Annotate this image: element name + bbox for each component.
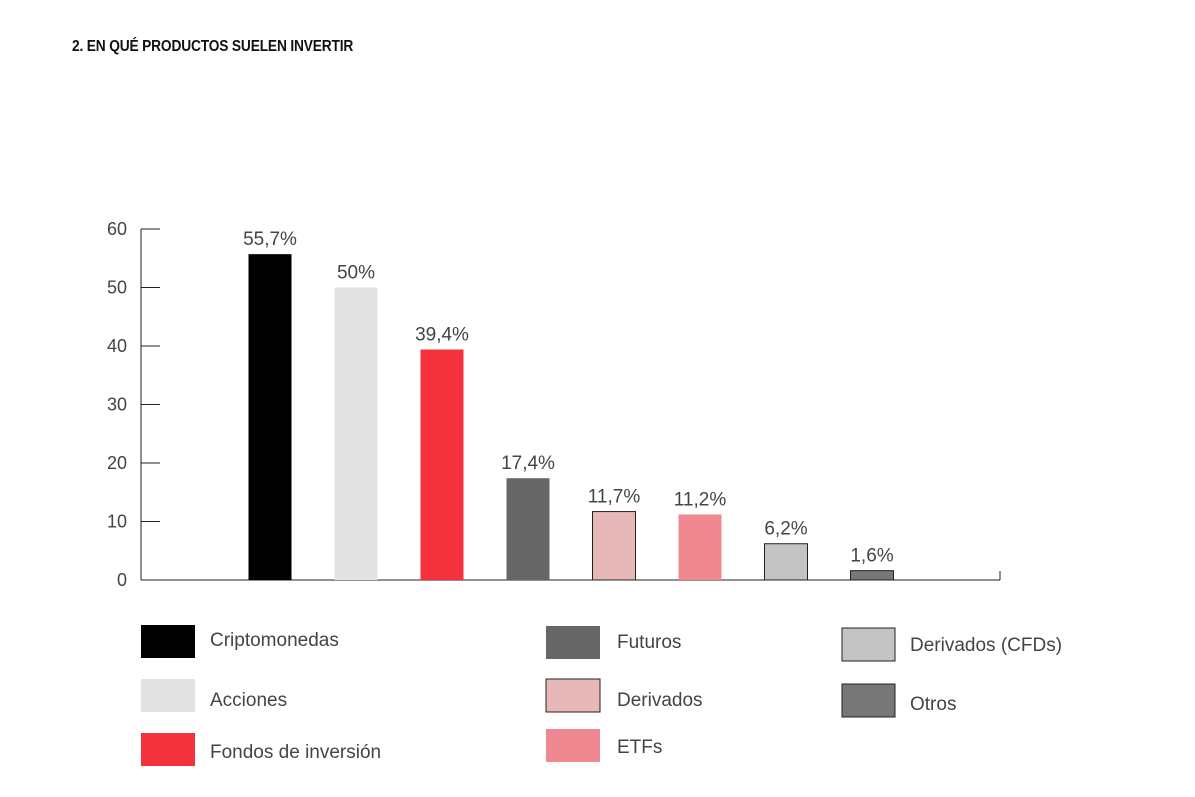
y-tick-label: 30 xyxy=(107,395,127,415)
data-label: 55,7% xyxy=(243,229,297,250)
legend-swatch xyxy=(546,626,600,659)
legend-swatch xyxy=(546,729,600,762)
data-label: 1,6% xyxy=(850,546,893,567)
y-tick-label: 60 xyxy=(107,219,127,239)
bar-criptomonedas xyxy=(248,254,292,580)
bar-etfs xyxy=(678,514,722,580)
legend-label: Derivados xyxy=(617,690,703,711)
data-label: 11,7% xyxy=(588,487,641,508)
page-title: 2. EN QUÉ PRODUCTOS SUELEN INVERTIR xyxy=(72,38,354,55)
legend-label: Futuros xyxy=(617,632,681,653)
legend-swatch xyxy=(141,625,195,658)
bar-fondos-de-inversi-n xyxy=(420,349,464,580)
bar-derivados-cfds xyxy=(764,543,808,581)
bar-futuros xyxy=(506,478,550,580)
data-label: 11,2% xyxy=(674,489,727,510)
legend-swatch xyxy=(841,683,896,718)
legend-label: Derivados (CFDs) xyxy=(910,635,1062,656)
bar-acciones xyxy=(334,287,378,580)
y-tick-label: 10 xyxy=(107,512,127,532)
y-tick-label: 50 xyxy=(107,278,127,298)
legend-swatch xyxy=(545,678,601,713)
y-tick-label: 0 xyxy=(117,570,127,590)
legend-label: Otros xyxy=(910,694,956,715)
data-label: 17,4% xyxy=(501,453,555,474)
legend-label: Fondos de inversión xyxy=(210,742,381,763)
bar-derivados xyxy=(592,511,636,581)
data-label: 39,4% xyxy=(415,325,469,346)
data-label: 6,2% xyxy=(764,519,807,540)
legend-swatch xyxy=(141,733,195,766)
bar-otros xyxy=(850,570,894,581)
legend-swatch xyxy=(141,679,195,712)
legend-label: ETFs xyxy=(617,737,662,758)
y-tick-label: 20 xyxy=(107,453,127,473)
data-label: 50% xyxy=(337,263,375,284)
y-tick-label: 40 xyxy=(107,336,127,356)
legend-label: Criptomonedas xyxy=(210,630,339,651)
legend-label: Acciones xyxy=(210,690,287,711)
legend-swatch xyxy=(841,627,896,662)
